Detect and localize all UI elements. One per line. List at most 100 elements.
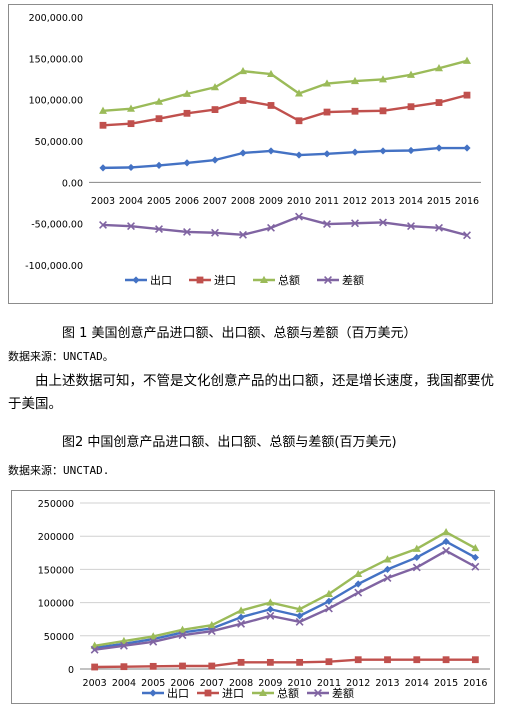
- data-point: [239, 97, 247, 104]
- data-point: [155, 97, 163, 105]
- data-point-stroke-b: [295, 212, 303, 221]
- data-point: [471, 656, 479, 664]
- series-line: [102, 59, 468, 113]
- legend-swatch-marker: [314, 689, 322, 697]
- y-tick-label: -100,000.00: [25, 261, 83, 272]
- data-point: [383, 555, 392, 563]
- x-tick-label: 2007: [200, 678, 224, 689]
- legend-label: 差额: [332, 686, 354, 700]
- data-point: [149, 662, 157, 670]
- legend-item: 总额: [252, 686, 299, 700]
- data-point: [211, 156, 219, 164]
- data-point-stroke-b: [155, 225, 163, 234]
- body-paragraph: 由上述数据可知，不管是文化创意产品的出口额，还是增长速度，我国都要优于美国。: [8, 373, 494, 412]
- data-point-stroke-b: [127, 222, 135, 231]
- data-point-stroke-b: [324, 604, 333, 613]
- data-point: [266, 605, 274, 613]
- data-point: [323, 150, 331, 158]
- legend-item: 进口: [197, 687, 244, 700]
- data-point: [119, 641, 128, 650]
- data-point: [296, 658, 304, 666]
- data-point: [266, 611, 275, 620]
- data-point: [407, 146, 415, 155]
- data-point: [207, 627, 216, 636]
- x-tick-label: 2015: [434, 678, 458, 689]
- data-point: [149, 632, 158, 640]
- data-point: [120, 663, 128, 671]
- data-point: [295, 617, 304, 626]
- data-point: [183, 109, 191, 117]
- data-point: [354, 656, 362, 664]
- chart-us-creative-goods: -100,000.00 -50,000.00 0.00 50,000.00 100,00…: [8, 4, 493, 304]
- legend-swatch-marker: [149, 689, 157, 697]
- data-point: [99, 164, 107, 172]
- x-tick-label: 2003: [83, 678, 107, 689]
- data-point-stroke-b: [442, 546, 451, 555]
- data-point: [296, 612, 304, 620]
- x-tick-label: 2004: [119, 196, 143, 207]
- data-point: [179, 662, 186, 670]
- series-3: [99, 212, 471, 240]
- legend: 出口 进口 总额 差额: [142, 686, 354, 700]
- data-point-stroke-b: [207, 627, 216, 636]
- series-line: [102, 93, 468, 127]
- x-tick-label: 2005: [141, 678, 165, 689]
- chart1-svg: -100,000.00 -50,000.00 0.00 50,000.00 100,00…: [25, 13, 481, 287]
- data-point: [379, 75, 387, 83]
- data-point: [178, 625, 187, 633]
- data-point: [149, 637, 158, 646]
- legend-item: 总额: [253, 273, 300, 287]
- data-point: [463, 231, 471, 240]
- legend-label: 出口: [150, 273, 172, 287]
- data-point: [323, 108, 331, 116]
- legend-item: 出口: [125, 273, 172, 287]
- x-tick-label: 2012: [346, 678, 370, 689]
- data-point: [323, 79, 331, 87]
- legend-swatch-marker-stroke-b: [314, 689, 322, 697]
- data-point: [379, 107, 387, 115]
- data-point: [412, 544, 421, 552]
- legend-swatch-marker-stroke-b: [324, 276, 332, 284]
- figure1-caption: 图 1 美国创意产品进口额、出口额、总额与差额（百万美元）: [62, 326, 417, 341]
- data-point: [266, 658, 274, 666]
- series-line: [102, 146, 467, 170]
- x-tick-label: 2004: [112, 678, 136, 689]
- data-point-stroke-b: [267, 223, 275, 232]
- y-tick-label: 250000: [38, 499, 74, 510]
- data-point: [266, 598, 275, 606]
- data-point: [413, 656, 421, 664]
- data-point: [407, 103, 415, 111]
- data-point: [351, 219, 359, 228]
- data-point-stroke-b: [383, 574, 392, 582]
- chart2-svg: 0 50000 100000 150000 200000 250000 2003 2004 20…: [38, 499, 490, 700]
- data-point: [183, 227, 191, 236]
- data-point: [239, 230, 247, 239]
- x-tick-label: 2011: [317, 678, 341, 689]
- x-tick-label: 2005: [147, 196, 171, 207]
- x-tick-label: 2008: [231, 196, 255, 207]
- data-point: [442, 546, 451, 555]
- data-point: [99, 106, 107, 114]
- series-line: [102, 215, 468, 237]
- x-tick-label: 2015: [427, 196, 451, 207]
- data-point: [354, 569, 363, 578]
- data-point-stroke-b: [354, 588, 363, 597]
- data-point: [442, 656, 450, 664]
- data-point: [435, 223, 443, 232]
- x-tick-label: 2006: [175, 196, 199, 207]
- data-point: [155, 161, 163, 169]
- data-point: [351, 76, 359, 85]
- data-point: [267, 69, 275, 78]
- y-tick-label: 150,000.00: [29, 54, 83, 65]
- x-tick-label: 2012: [343, 196, 367, 207]
- data-point: [178, 631, 187, 640]
- data-point-stroke-b: [183, 227, 191, 236]
- legend-label: 总额: [278, 273, 300, 287]
- x-tick-label: 2010: [287, 196, 311, 207]
- x-tick-label: 2014: [399, 196, 423, 207]
- legend-label: 进口: [214, 274, 236, 287]
- legend-swatch-marker: [324, 276, 332, 284]
- data-point: [127, 222, 135, 231]
- legend-label: 进口: [222, 687, 244, 700]
- series-3: [90, 546, 480, 654]
